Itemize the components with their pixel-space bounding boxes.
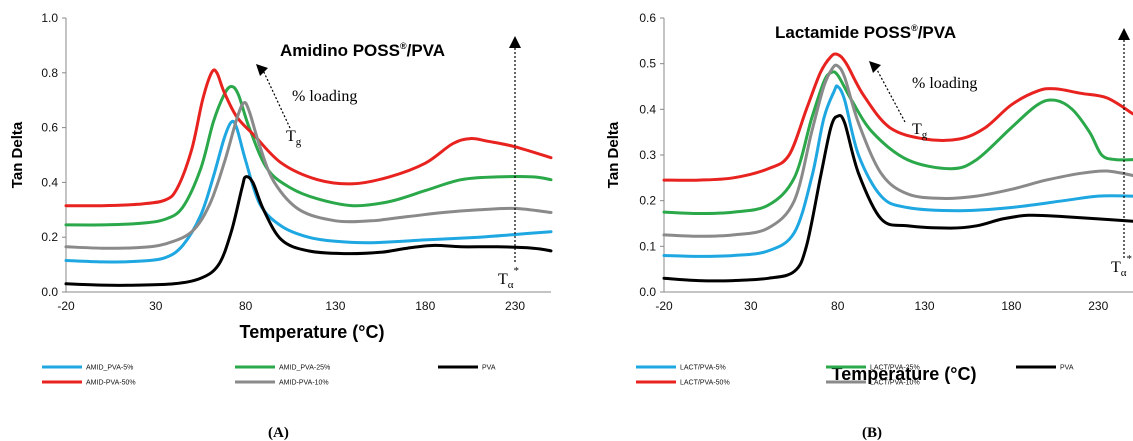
panel-a-tg-arrow — [261, 67, 291, 129]
panel-a-legend-label: AMID-PVA-10% — [279, 380, 329, 387]
panel-b-series-line — [662, 52, 1133, 182]
panel-b-tg-label: Tg — [912, 121, 928, 141]
panel-a-series-line — [64, 101, 553, 250]
panel-b-title: Lactamide POSS®/PVA — [775, 23, 956, 42]
panel-a-series-line — [64, 68, 553, 208]
panel-a-legend-label: PVA — [482, 365, 496, 372]
panel-a-ytick-label: 0.8 — [41, 66, 58, 80]
panel-a-tg-arrowhead — [256, 64, 268, 76]
panel-b-xtick-label: 130 — [915, 299, 935, 313]
panel-a-ytick-label: 0.0 — [41, 285, 58, 299]
panel-b-ytick-label: 0.6 — [639, 11, 656, 25]
panel-b-loading-label: % loading — [912, 75, 977, 92]
panel-a-title: Amidino POSS®/PVA — [280, 41, 445, 60]
panel-a-ta-label: Tα* — [498, 265, 519, 291]
panel-a-series-line — [64, 175, 553, 287]
panel-a-legend-label: AMID-PVA-50% — [86, 380, 136, 387]
panel-a-ytick-label: 0.2 — [41, 230, 58, 244]
panel-b-ytick-label: 0.0 — [639, 285, 656, 299]
panel-a-ta-arrowhead — [509, 36, 521, 48]
panel-a-series-line — [64, 119, 553, 264]
panel-b-legend: LACT/PVA-5% LACT/PVA-25% PVA LACT/PVA-50% LA… — [636, 365, 1074, 387]
panel-b-ta-label: Tα* — [1111, 253, 1132, 279]
panel-a-legend: AMID_PVA-5% AMID_PVA-25% PVA AMID-PVA-50% AM… — [42, 365, 496, 387]
panel-b-chart: -20 30 80 130 180 230 0.0 0.1 0.2 0.3 0.4 0.5 0.6 T… — [605, 11, 1133, 441]
panel-a-caption: (A) — [268, 425, 289, 441]
panel-a-legend-label: AMID_PVA-25% — [279, 365, 330, 372]
panel-b-ytick-label: 0.4 — [639, 102, 656, 116]
panel-b-xtick-label: 80 — [831, 299, 845, 313]
panel-a-loading-label: % loading — [292, 88, 357, 105]
panel-b-legend-label: LACT/PVA-5% — [680, 365, 726, 372]
panel-b-ytick-label: 0.2 — [639, 194, 656, 208]
panel-a-ytick-label: 0.4 — [41, 175, 58, 189]
panel-a-xtick-label: 30 — [149, 299, 163, 313]
panel-b-xlabel: Temperature (°C) — [832, 364, 977, 384]
panel-a-xtick-label: 180 — [415, 299, 435, 313]
panel-b-legend-label: LACT/PVA-10% — [870, 380, 920, 387]
panel-a-ytick-label: 0.6 — [41, 121, 58, 135]
panel-a-xlabel: Temperature (°C) — [240, 322, 385, 342]
panel-b-series-line — [662, 70, 1133, 215]
panel-b-ytick-label: 0.1 — [639, 239, 656, 253]
panel-b-series-line — [662, 63, 1133, 238]
panel-b-series-line — [662, 84, 1133, 258]
panel-b-ytick-label: 0.5 — [639, 57, 656, 71]
panel-b-ta-arrowhead — [1118, 28, 1130, 40]
panel-a-tg-label: Tg — [286, 128, 302, 148]
panel-a-ylabel: Tan Delta — [9, 121, 26, 188]
panel-b-xtick-label: 30 — [744, 299, 758, 313]
panel-a-series-line — [64, 85, 553, 227]
panel-b-xtick-label: 180 — [1001, 299, 1021, 313]
panel-b-legend-label: LACT/PVA-25% — [870, 365, 920, 372]
panel-b-caption: (B) — [862, 425, 882, 441]
panel-b-tg-arrowhead — [869, 61, 881, 73]
panel-b-tg-arrow — [874, 65, 906, 123]
panel-a-xtick-label: 130 — [325, 299, 345, 313]
panel-b-series-line — [662, 114, 1133, 283]
panel-a-xtick-label: 230 — [505, 299, 525, 313]
panel-b-xtick-label: 230 — [1088, 299, 1108, 313]
panel-b-legend-label: PVA — [1060, 365, 1074, 372]
panel-b-ylabel: Tan Delta — [605, 121, 622, 188]
panel-b-xtick-label: -20 — [655, 299, 673, 313]
panel-b-legend-label: LACT/PVA-50% — [680, 380, 730, 387]
panel-b-ytick-label: 0.3 — [639, 148, 656, 162]
panel-a-legend-label: AMID_PVA-5% — [86, 365, 133, 372]
panel-a-chart: -20 30 80 130 180 230 0.0 0.2 0.4 0.6 0.8 1.0 Tan … — [9, 11, 553, 441]
panel-a-xtick-label: 80 — [239, 299, 253, 313]
panel-a-ytick-label: 1.0 — [41, 11, 58, 25]
panel-a-xtick-label: -20 — [57, 299, 75, 313]
